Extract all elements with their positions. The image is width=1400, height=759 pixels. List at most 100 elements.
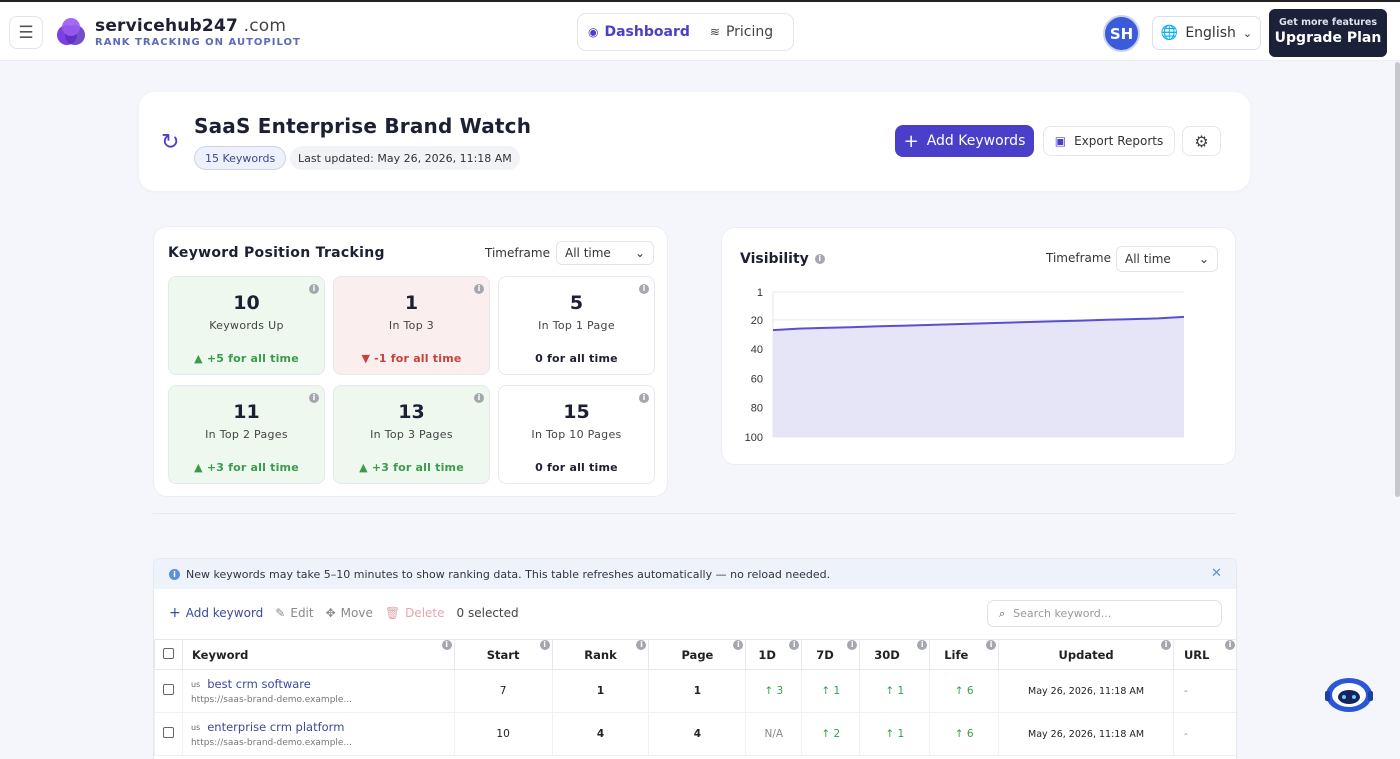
col-updated[interactable]: Updated i	[998, 639, 1174, 670]
table-row[interactable]: us enterprise crm platform https://saas-br…	[154, 712, 1236, 756]
info-icon[interactable]: i	[309, 284, 319, 294]
info-icon[interactable]: i	[917, 640, 928, 650]
file-export-icon: ▣	[1054, 134, 1067, 148]
info-icon[interactable]: i	[539, 640, 550, 650]
tracking-timeframe-select[interactable]: All time ⌄	[556, 241, 654, 265]
stat-change: ▼ -1 for all time	[361, 352, 462, 365]
select-all-checkbox-cell[interactable]	[154, 639, 183, 670]
url-cell[interactable]: -	[1172, 669, 1236, 713]
row-checkbox[interactable]	[162, 727, 174, 738]
search-icon: ⌕	[999, 606, 1006, 620]
info-icon[interactable]: i	[1160, 640, 1171, 650]
move-button[interactable]: ✥ Move	[326, 606, 373, 620]
tracking-title: Keyword Position Tracking	[168, 245, 385, 261]
edit-label: Edit	[290, 606, 314, 620]
info-icon[interactable]: i	[639, 284, 649, 294]
stat-value: 15	[563, 401, 590, 423]
globe-icon: 🌐	[1160, 25, 1179, 41]
keyword-link[interactable]: best crm software	[207, 677, 311, 691]
info-notice: i New keywords may take 5–10 minutes to …	[154, 559, 1236, 589]
menu-button[interactable]: ☰	[9, 16, 43, 49]
export-reports-label: Export Reports	[1074, 134, 1164, 148]
nav-pricing[interactable]: ≋ Pricing	[710, 24, 773, 40]
y-tick-label: 20	[751, 315, 763, 327]
visibility-line	[772, 315, 1185, 332]
info-icon[interactable]: i	[639, 393, 649, 403]
stat-change: ▲ +5 for all time	[194, 352, 299, 365]
col-page[interactable]: Page i	[648, 639, 747, 670]
search-keyword-input[interactable]: ⌕ Search keyword...	[987, 600, 1222, 627]
row-checkbox-cell[interactable]	[154, 712, 183, 756]
col-start[interactable]: Start i	[453, 639, 553, 670]
info-icon[interactable]: i	[474, 393, 484, 403]
col-life[interactable]: Life i	[929, 639, 1000, 670]
top-navbar: ☰ servicehub247 .com RANK TRACKING ON AU…	[0, 0, 1400, 61]
support-bot-icon[interactable]	[1323, 673, 1375, 717]
add-keywords-button[interactable]: + Add Keywords	[895, 125, 1034, 157]
refresh-icon[interactable]: ↻	[161, 130, 180, 155]
info-icon[interactable]: i	[1225, 640, 1235, 650]
info-icon[interactable]: i	[474, 284, 484, 294]
stat-label: In Top 3 Pages	[370, 428, 453, 441]
updated-cell: May 26, 2026, 11:18 AM	[998, 669, 1174, 713]
change-1d-cell: N/A	[745, 712, 803, 756]
keyword-link[interactable]: enterprise crm platform	[207, 720, 345, 734]
keyword-url[interactable]: https://saas-brand-demo.example...	[190, 695, 353, 705]
stat-value: 1	[404, 292, 419, 314]
col-updated-label: Updated	[1058, 647, 1114, 662]
add-keyword-label: Add keyword	[185, 606, 264, 620]
row-checkbox-cell[interactable]	[154, 669, 183, 713]
y-tick-label: 1	[757, 287, 763, 299]
select-all-checkbox[interactable]	[162, 647, 174, 659]
add-keyword-button[interactable]: + Add keyword	[169, 605, 263, 621]
keyword-url[interactable]: https://saas-brand-demo.example...	[190, 738, 353, 748]
col-30d[interactable]: 30D i	[859, 639, 931, 670]
change-life-cell: ↑ 6	[929, 669, 1000, 713]
change-7d-cell: ↑ 2	[801, 712, 861, 756]
info-icon[interactable]: i	[986, 640, 997, 650]
delete-label: Delete	[405, 606, 445, 620]
info-icon[interactable]: i	[733, 640, 744, 650]
page-cell: 1	[648, 669, 747, 713]
info-icon: i	[169, 568, 180, 580]
col-rank-label: Rank	[584, 647, 617, 662]
gear-icon: ⚙	[1194, 131, 1209, 151]
info-icon[interactable]: i	[636, 640, 647, 650]
plus-icon: +	[169, 605, 181, 621]
url-cell[interactable]: -	[1172, 712, 1236, 756]
chevron-down-icon: ⌄	[1242, 26, 1253, 40]
export-reports-button[interactable]: ▣ Export Reports	[1043, 126, 1175, 156]
visibility-title-wrap: Visibility i	[740, 251, 825, 267]
upgrade-label: Upgrade Plan	[1274, 30, 1382, 46]
info-icon[interactable]: i	[789, 640, 800, 650]
upgrade-plan-button[interactable]: Get more features Upgrade Plan	[1269, 9, 1387, 57]
info-icon[interactable]: i	[441, 640, 452, 650]
table-row[interactable]: us best crm software https://saas-brand-de…	[154, 669, 1236, 713]
row-checkbox[interactable]	[162, 684, 174, 695]
change-30d-cell: ↑ 1	[859, 669, 931, 713]
stat-label: Keywords Up	[209, 319, 284, 332]
col-7d[interactable]: 7D i	[801, 639, 861, 670]
tracking-timeframe-value: All time	[565, 246, 611, 260]
delete-button[interactable]: 🗑 Delete	[385, 606, 445, 620]
nav-dashboard[interactable]: ◉ Dashboard	[588, 24, 690, 40]
language-select[interactable]: 🌐 English ⌄	[1152, 16, 1261, 50]
brand-tagline: RANK TRACKING ON AUTOPILOT	[95, 37, 301, 48]
brand-logo[interactable]	[55, 16, 87, 48]
close-icon[interactable]: ✕	[1211, 566, 1222, 581]
page-scrollbar[interactable]	[1395, 62, 1400, 497]
settings-button[interactable]: ⚙	[1182, 126, 1221, 156]
col-rank[interactable]: Rank i	[551, 639, 650, 670]
visibility-timeframe-select[interactable]: All time ⌄	[1116, 246, 1218, 272]
edit-button[interactable]: ✎ Edit	[275, 606, 313, 620]
stat-value: 10	[233, 292, 260, 314]
info-icon[interactable]: i	[309, 393, 319, 403]
col-url[interactable]: URL i	[1172, 639, 1236, 670]
info-icon[interactable]: i	[847, 640, 858, 650]
info-icon[interactable]: i	[814, 254, 825, 264]
upgrade-subtext: Get more features	[1278, 17, 1378, 28]
col-keyword[interactable]: Keyword i	[181, 639, 455, 670]
user-avatar[interactable]: SH	[1103, 15, 1140, 52]
col-1d[interactable]: 1D i	[745, 639, 803, 670]
stat-card: i 5 In Top 1 Page 0 for all time	[498, 276, 655, 375]
